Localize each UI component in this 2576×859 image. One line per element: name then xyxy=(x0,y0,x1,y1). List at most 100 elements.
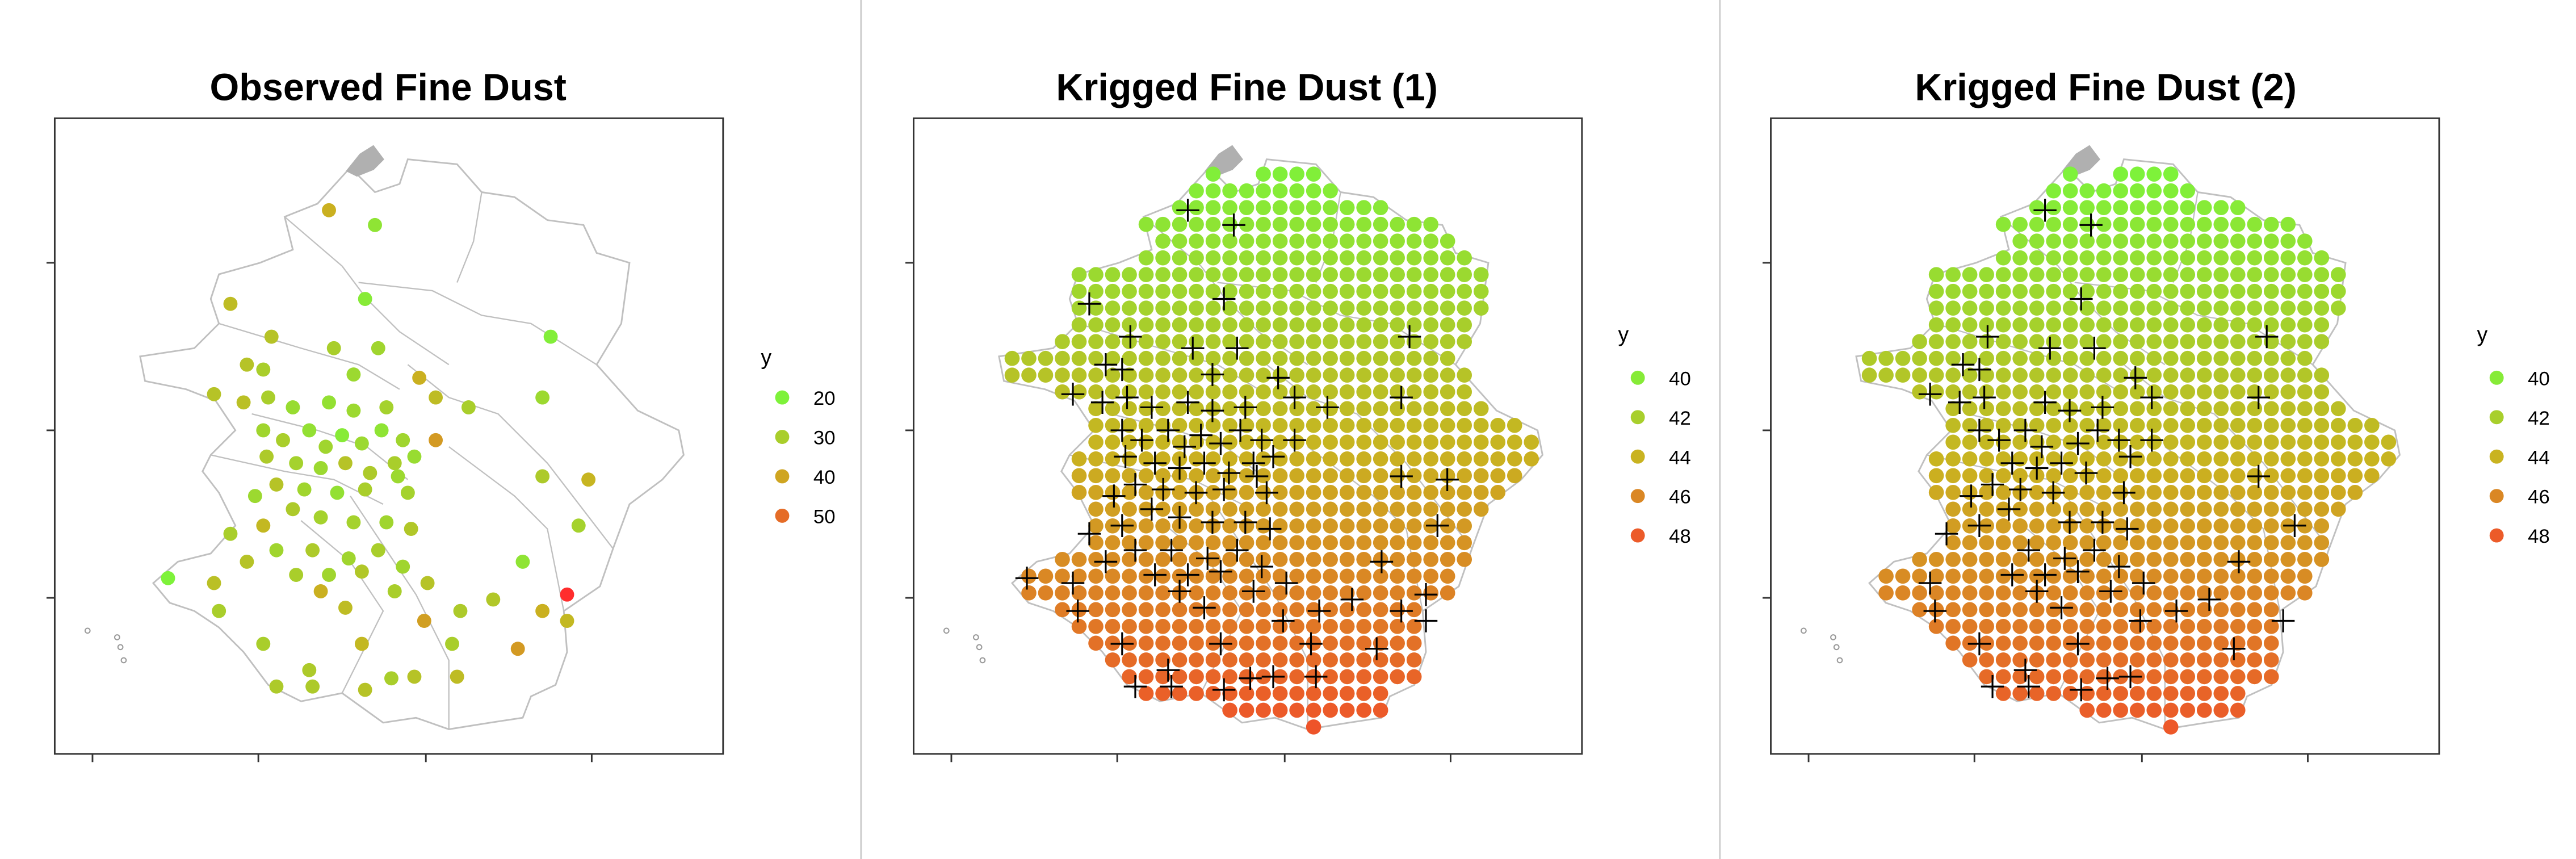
station-marker xyxy=(1370,550,1394,573)
kriged-point xyxy=(1155,250,1170,266)
kriged-point xyxy=(2364,417,2380,433)
kriged-point xyxy=(2230,585,2246,601)
kriged-point xyxy=(1205,602,1221,618)
kriged-point xyxy=(1256,619,1271,634)
observed-point xyxy=(354,636,369,651)
kriged-point xyxy=(1256,602,1271,618)
kriged-point xyxy=(1490,417,1506,433)
observed-point xyxy=(240,357,254,372)
axis-ticks-krigged-1 xyxy=(905,262,1451,762)
kriged-point xyxy=(2062,267,2078,283)
kriged-point xyxy=(1088,635,1104,651)
kriged-point xyxy=(2247,518,2263,534)
station-marker xyxy=(2038,337,2062,360)
kriged-point xyxy=(1105,652,1121,668)
kriged-point xyxy=(1423,350,1438,366)
kriged-point xyxy=(2029,417,2045,433)
kriged-point xyxy=(1272,552,1288,567)
kriged-point xyxy=(1323,602,1338,618)
kriged-point xyxy=(2230,384,2246,400)
kriged-point xyxy=(1172,334,1188,350)
observed-point xyxy=(400,485,415,500)
kriged-point xyxy=(2129,652,2145,668)
legend-label: 48 xyxy=(1669,526,1691,547)
legend-swatch xyxy=(2489,528,2504,543)
kriged-point xyxy=(1457,317,1472,333)
kriged-point xyxy=(1390,317,1405,333)
kriged-point xyxy=(1222,518,1237,534)
observed-point xyxy=(341,551,356,566)
kriged-point xyxy=(1945,484,1961,500)
kriged-point xyxy=(2263,384,2279,400)
observed-point xyxy=(354,436,369,451)
kriged-point xyxy=(1928,384,1944,400)
district-border xyxy=(358,282,597,366)
points-krigged-2 xyxy=(1861,166,2397,735)
station-marker xyxy=(1156,418,1180,442)
kriged-point xyxy=(1457,434,1472,450)
kriged-point xyxy=(1928,300,1944,316)
kriged-point xyxy=(1222,283,1237,299)
kriged-point xyxy=(2029,535,2045,551)
points-krigged-1 xyxy=(1004,166,1539,735)
kriged-point xyxy=(1272,417,1288,433)
kriged-point xyxy=(1306,233,1321,249)
kriged-point xyxy=(1038,367,1054,383)
kriged-point xyxy=(2046,267,2061,283)
observed-point xyxy=(289,456,304,471)
kriged-point xyxy=(2247,250,2263,266)
kriged-point xyxy=(1088,300,1104,316)
kriged-point xyxy=(1306,535,1321,551)
observed-point xyxy=(322,203,336,217)
kriged-point xyxy=(1979,585,1994,601)
kriged-point xyxy=(1222,200,1237,215)
kriged-point xyxy=(2280,334,2296,350)
kriged-point xyxy=(1189,585,1204,601)
kriged-point xyxy=(2146,568,2162,584)
kriged-point xyxy=(1390,300,1405,316)
legend-swatch xyxy=(2489,489,2504,504)
kriged-point xyxy=(2163,518,2179,534)
kriged-point xyxy=(2096,267,2112,283)
kriged-point xyxy=(1962,267,1978,283)
kriged-point xyxy=(2046,183,2061,199)
kriged-point xyxy=(1239,552,1255,567)
station-marker xyxy=(1123,473,1147,496)
kriged-point xyxy=(1390,417,1405,433)
kriged-point xyxy=(1306,267,1321,283)
kriged-point xyxy=(2012,401,2028,417)
kriged-point xyxy=(1138,250,1154,266)
kriged-point xyxy=(1373,267,1388,283)
kriged-point xyxy=(1339,250,1355,266)
kriged-point xyxy=(2163,702,2179,718)
legend-swatch xyxy=(775,430,790,444)
observed-point xyxy=(358,292,372,306)
kriged-point xyxy=(1406,384,1422,400)
kriged-point xyxy=(2129,267,2145,283)
kriged-point xyxy=(1979,652,1994,668)
station-marker xyxy=(1365,637,1388,660)
observed-point xyxy=(379,515,394,530)
observed-point xyxy=(358,682,372,697)
kriged-point xyxy=(2062,535,2078,551)
observed-point xyxy=(535,469,550,484)
station-marker xyxy=(1239,667,1262,690)
station-markers-krigged-2 xyxy=(1918,199,2306,702)
station-marker xyxy=(1398,325,1421,349)
kriged-point xyxy=(2263,233,2279,249)
station-marker xyxy=(1967,418,1991,442)
kriged-point xyxy=(1155,686,1170,701)
kriged-point xyxy=(1373,585,1388,601)
kriged-point xyxy=(2012,367,2028,383)
kriged-point xyxy=(1205,484,1221,500)
kriged-point xyxy=(1995,619,2011,634)
kriged-point xyxy=(2129,602,2145,618)
kriged-point xyxy=(1138,552,1154,567)
kriged-point xyxy=(1373,484,1388,500)
observed-point xyxy=(560,587,574,602)
kriged-point xyxy=(2062,384,2078,400)
kriged-point xyxy=(2146,166,2162,182)
kriged-point xyxy=(1995,518,2011,534)
kriged-point xyxy=(2146,602,2162,618)
station-marker xyxy=(1160,538,1183,562)
